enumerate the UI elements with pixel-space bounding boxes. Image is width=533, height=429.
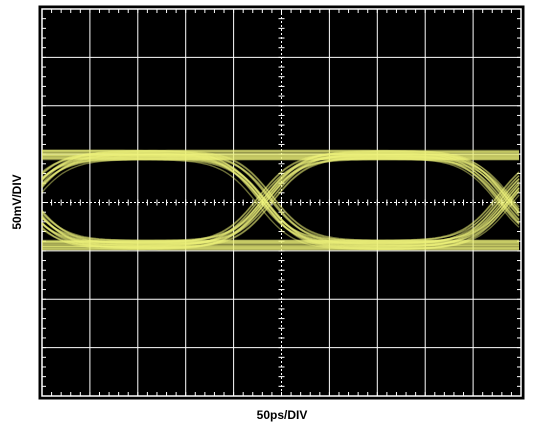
scope-screenshot: 50mV/DIV 50ps/DIV <box>0 0 533 429</box>
x-axis-label: 50ps/DIV <box>257 408 308 422</box>
y-axis-label: 50mV/DIV <box>10 174 24 229</box>
